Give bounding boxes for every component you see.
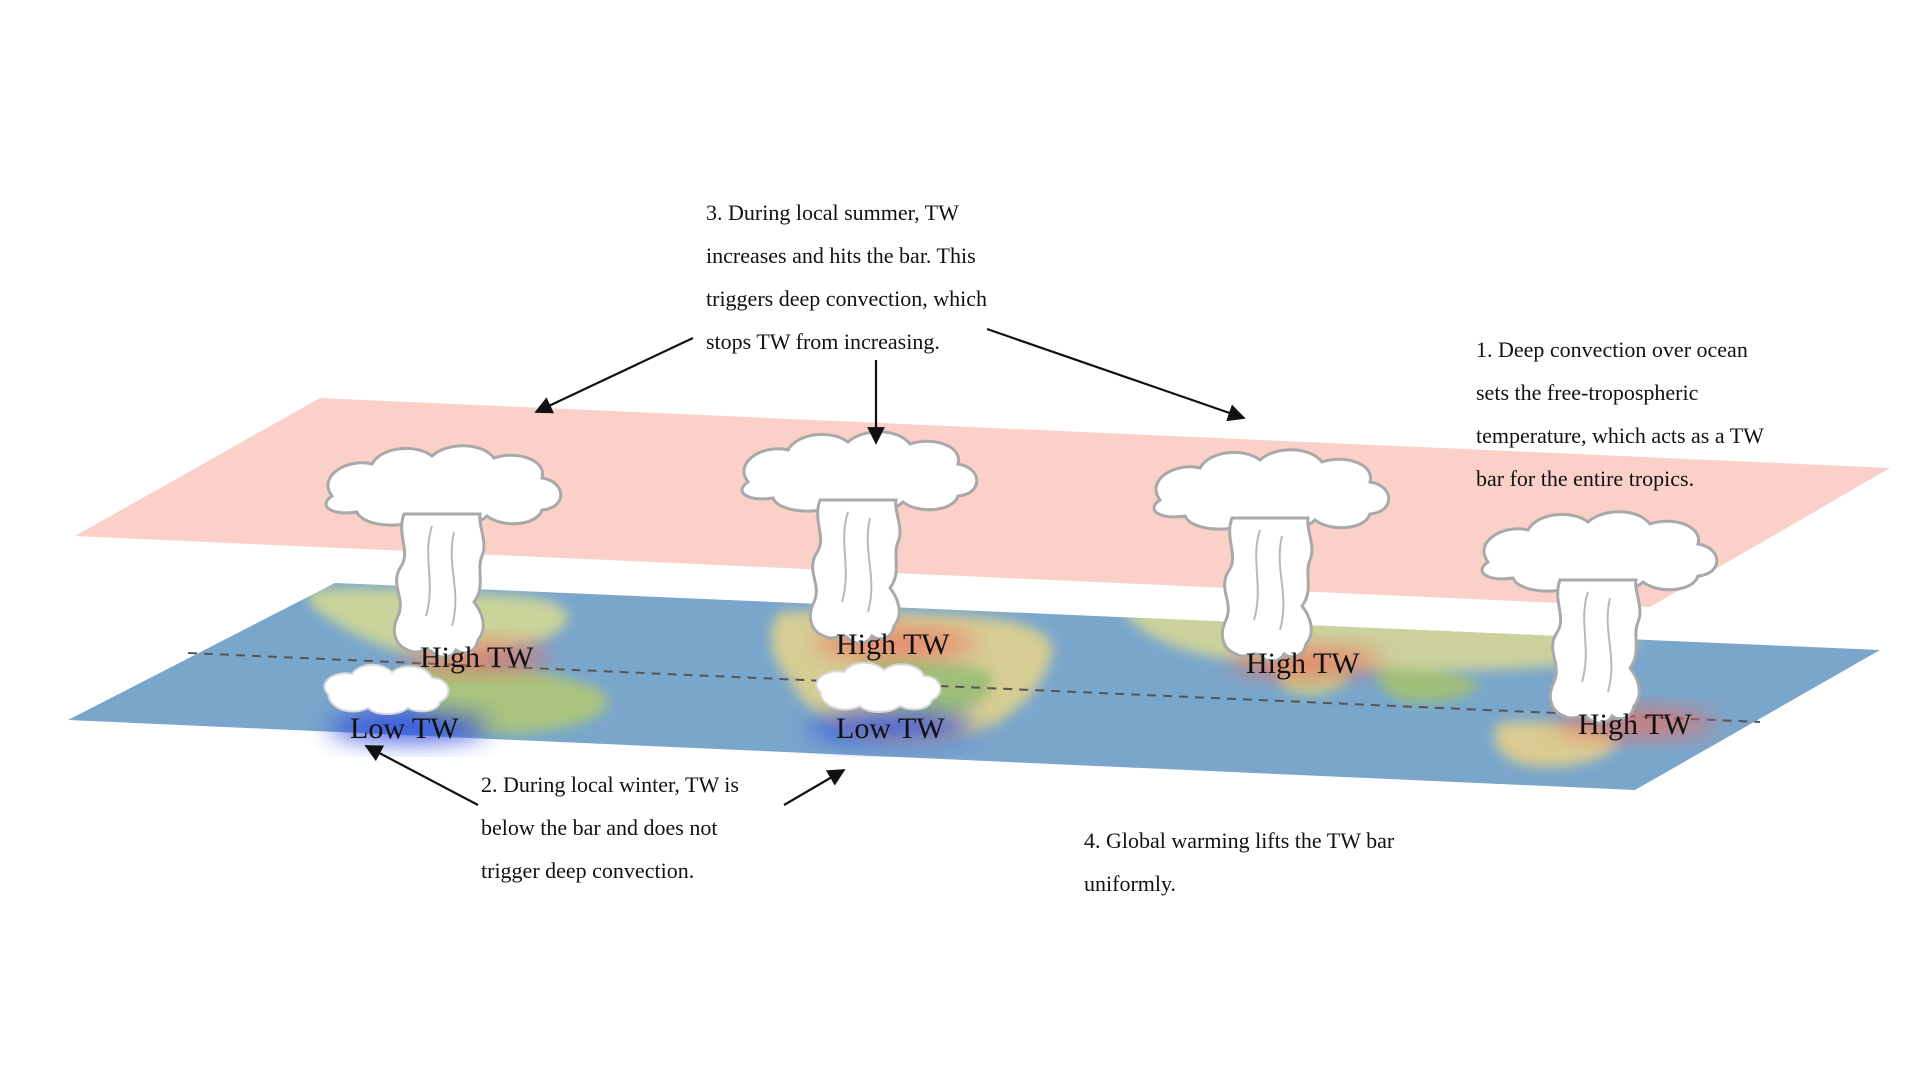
caption-summer-line-2: increases and hits the bar. This	[706, 243, 976, 268]
caption-deep-convection-line-4: bar for the entire tropics.	[1476, 466, 1695, 491]
caption-summer-line-3: triggers deep convection, which	[706, 286, 988, 311]
caption-summer: 3. During local summer, TW increases and…	[706, 191, 987, 363]
low-tw-label-americas: Low TW	[350, 712, 459, 745]
arrow-summer-left	[534, 337, 694, 414]
low-tw-label-africa: Low TW	[836, 712, 945, 745]
arrow-winter-right	[783, 769, 846, 806]
caption-winter: 2. During local winter, TW is below the …	[481, 763, 739, 892]
caption-summer-line-1: 3. During local summer, TW	[706, 200, 959, 225]
high-tw-label-africa: High TW	[836, 628, 950, 661]
caption-deep-convection-line-3: temperature, which acts as a TW	[1476, 423, 1764, 448]
landmass-southeast-asia	[1378, 668, 1480, 703]
tw-glows	[328, 629, 1716, 742]
low-tw-glow-americas	[328, 712, 488, 742]
caption-winter-line-2: below the bar and does not	[481, 815, 718, 840]
caption-winter-line-3: trigger deep convection.	[481, 858, 695, 883]
arrows	[364, 327, 1246, 806]
caption-deep-convection: 1. Deep convection over ocean sets the f…	[1476, 328, 1764, 500]
caption-warming: 4. Global warming lifts the TW bar unifo…	[1084, 819, 1394, 905]
arrow-summer-right	[986, 327, 1246, 422]
caption-deep-convection-line-2: sets the free-tropospheric	[1476, 380, 1699, 405]
high-tw-label-americas: High TW	[420, 641, 534, 674]
caption-warming-line-1: 4. Global warming lifts the TW bar	[1084, 828, 1395, 853]
arrow-winter-left	[364, 745, 479, 806]
tw-labels: High TW High TW High TW High TW Low TW L…	[350, 628, 1692, 745]
caption-summer-line-4: stops TW from increasing.	[706, 329, 940, 354]
tw-bar-plane	[75, 398, 1890, 607]
caption-warming-line-2: uniformly.	[1084, 871, 1177, 896]
high-tw-label-pacific: High TW	[1578, 708, 1692, 741]
high-tw-label-asia: High TW	[1246, 647, 1360, 680]
caption-winter-line-1: 2. During local winter, TW is	[481, 772, 739, 797]
low-tw-glow-africa	[810, 712, 974, 742]
caption-deep-convection-line-1: 1. Deep convection over ocean	[1476, 337, 1748, 362]
